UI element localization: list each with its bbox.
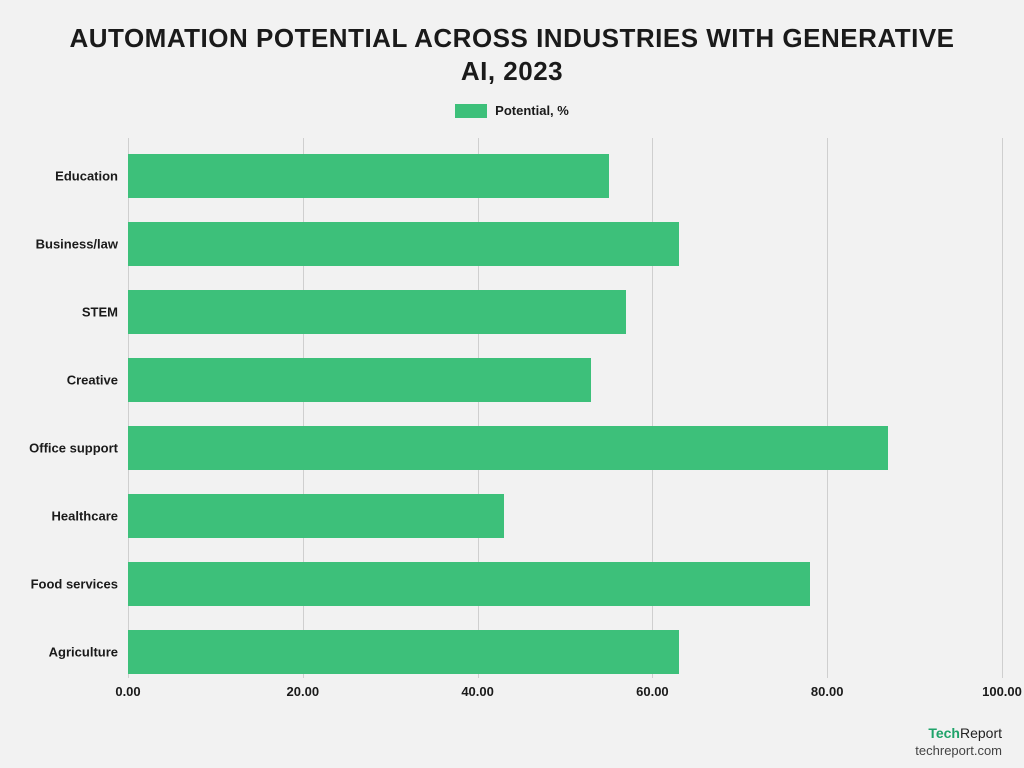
chart-area: Education Business/law STEM Creative Office …	[18, 138, 1006, 708]
y-axis-label: Business/law	[36, 237, 128, 252]
bar	[128, 154, 609, 198]
brand-rest: Report	[960, 725, 1002, 741]
x-tick-label: 60.00	[636, 684, 669, 699]
y-axis-label: Healthcare	[52, 509, 128, 524]
bar-row: Education	[128, 154, 1002, 198]
x-tick-label: 80.00	[811, 684, 844, 699]
legend: Potential, %	[0, 103, 1024, 118]
bar	[128, 358, 591, 402]
y-axis-label: Creative	[67, 373, 128, 388]
bar	[128, 290, 626, 334]
x-tick-label: 0.00	[115, 684, 140, 699]
chart-title: AUTOMATION POTENTIAL ACROSS INDUSTRIES W…	[0, 0, 1024, 93]
bar	[128, 426, 888, 470]
bar-row: Creative	[128, 358, 1002, 402]
y-axis-label: Agriculture	[49, 645, 128, 660]
x-tick-label: 100.00	[982, 684, 1022, 699]
bar-row: STEM	[128, 290, 1002, 334]
bar	[128, 494, 504, 538]
brand-logo: TechReport	[915, 725, 1002, 741]
x-tick-label: 40.00	[461, 684, 494, 699]
y-axis-label: Food services	[31, 577, 128, 592]
footer: TechReport techreport.com	[915, 725, 1002, 758]
y-axis-label: STEM	[82, 305, 128, 320]
y-axis-label: Education	[55, 169, 128, 184]
bar	[128, 630, 679, 674]
y-axis-label: Office support	[29, 441, 128, 456]
bar	[128, 222, 679, 266]
plot-area: Education Business/law STEM Creative Office …	[128, 138, 1002, 678]
x-axis: 0.0020.0040.0060.0080.00100.00	[128, 678, 1002, 708]
gridline	[1002, 138, 1003, 678]
legend-label: Potential, %	[495, 103, 569, 118]
brand-accent: Tech	[928, 725, 960, 741]
bar-row: Agriculture	[128, 630, 1002, 674]
x-tick-label: 20.00	[287, 684, 320, 699]
brand-site: techreport.com	[915, 743, 1002, 758]
bar	[128, 562, 810, 606]
bar-row: Office support	[128, 426, 1002, 470]
bar-row: Healthcare	[128, 494, 1002, 538]
legend-swatch	[455, 104, 487, 118]
bar-row: Business/law	[128, 222, 1002, 266]
bar-row: Food services	[128, 562, 1002, 606]
